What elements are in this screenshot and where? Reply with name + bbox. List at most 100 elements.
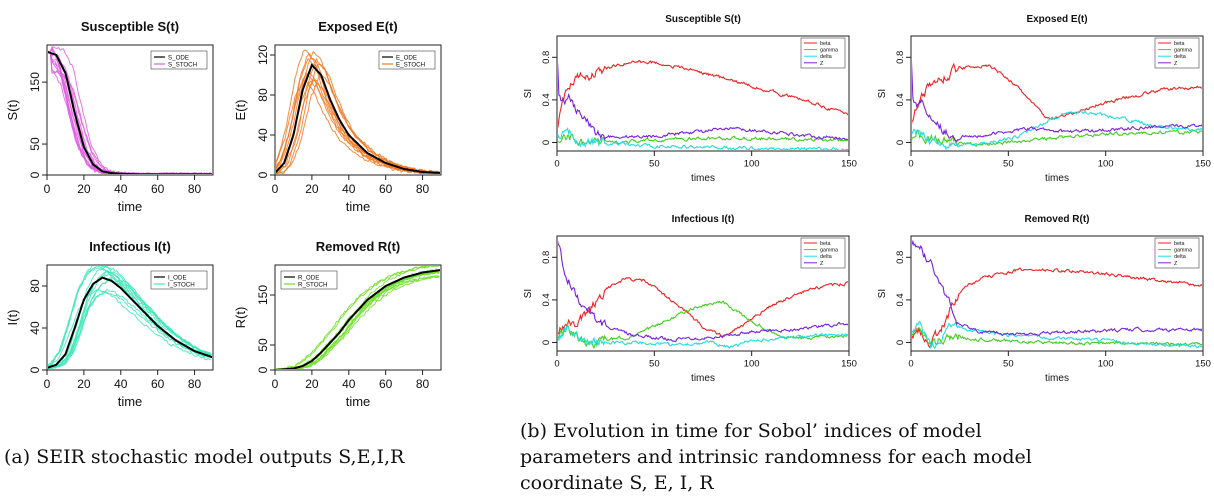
x-tick-label: 150 <box>841 159 857 170</box>
chart-a3: Infectious I(t) 0 20 40 60 80 0 40 80 time I(t) I_O… <box>5 239 214 409</box>
chart-title: Infectious I(t) <box>672 214 735 225</box>
legend-entry: Z <box>820 261 824 267</box>
legend-entry: I_ODE <box>168 274 187 281</box>
plot-area <box>48 266 212 369</box>
caption-a: (a) SEIR stochastic model outputs S,E,I,… <box>4 446 405 468</box>
y-tick-label: 120 <box>256 45 270 65</box>
sobol-line-beta <box>558 277 848 339</box>
y-tick-label: 150 <box>28 72 42 92</box>
ode-line <box>276 269 440 369</box>
stochastic-trajectory <box>276 266 440 369</box>
x-tick-label: 0 <box>44 377 51 391</box>
x-tick-label: 40 <box>114 182 128 196</box>
sobol-line-z <box>912 61 1202 143</box>
stochastic-trajectory <box>48 51 211 174</box>
legend-entry: Z <box>1174 261 1178 267</box>
stochastic-trajectory <box>276 50 440 174</box>
plot-frame <box>46 264 214 371</box>
x-tick-label: 150 <box>841 359 857 370</box>
y-axis-label: SI <box>523 89 534 98</box>
sobol-line-z <box>558 61 848 141</box>
legend-entry: delta <box>1174 254 1186 260</box>
legend-entry: beta <box>820 41 831 47</box>
x-tick-label: 0 <box>44 182 51 196</box>
x-tick-label: 100 <box>744 159 760 170</box>
sobol-line-gamma <box>912 327 1202 347</box>
stochastic-trajectory <box>276 275 440 369</box>
stochastic-trajectory <box>48 51 210 174</box>
sobol-line-z <box>558 240 848 343</box>
sobol-line-beta <box>912 62 1202 125</box>
x-axis-label: time <box>118 199 143 214</box>
x-tick-label: 80 <box>416 182 430 196</box>
x-tick-label: 20 <box>77 377 91 391</box>
legend-entry: R_ODE <box>298 274 319 281</box>
legend-entry: beta <box>1174 241 1185 247</box>
plot-area <box>558 240 848 350</box>
plot-area <box>48 46 212 174</box>
x-tick-label: 0 <box>272 182 279 196</box>
chart-title: Exposed E(t) <box>318 19 397 34</box>
y-tick-label: 0.8 <box>895 51 906 64</box>
stochastic-trajectory <box>48 51 212 174</box>
plot-area <box>276 49 440 174</box>
x-tick-label: 150 <box>1195 159 1211 170</box>
x-tick-label: 0 <box>908 159 913 170</box>
stochastic-trajectory <box>276 53 440 174</box>
y-axis-label: R(t) <box>233 307 248 329</box>
y-tick-label: 0.8 <box>541 51 552 64</box>
y-axis-label: I(t) <box>5 310 20 326</box>
legend-entry: S_STOCH <box>168 61 197 68</box>
sobol-line-gamma <box>558 300 848 350</box>
y-tick-label: 0 <box>541 140 552 145</box>
chart-a1: Susceptible S(t) 0 20 40 60 80 0 50 150 time S(t) S… <box>5 19 214 214</box>
stochastic-trajectory <box>48 51 208 174</box>
stochastic-trajectory <box>276 275 440 369</box>
x-tick-label: 20 <box>305 377 319 391</box>
legend-entry: beta <box>820 241 831 247</box>
y-tick-label: 40 <box>28 321 42 335</box>
plot-frame <box>46 44 214 176</box>
x-tick-label: 60 <box>151 377 165 391</box>
x-tick-label: 80 <box>188 377 202 391</box>
x-tick-label: 0 <box>272 377 279 391</box>
chart-title: Removed R(t) <box>1024 214 1089 225</box>
x-tick-label: 40 <box>342 377 356 391</box>
x-tick-label: 60 <box>379 377 393 391</box>
y-tick-label: 0 <box>256 171 270 178</box>
stochastic-trajectory <box>48 51 212 174</box>
y-tick-label: 0.4 <box>541 93 552 106</box>
chart-b3: Infectious I(t) 0 50 100 150 0 0.4 0.8 times SI be… <box>523 214 857 384</box>
x-tick-label: 50 <box>649 159 660 170</box>
plot-frame <box>274 44 442 176</box>
x-tick-label: 100 <box>1098 359 1114 370</box>
plot-frame <box>556 235 850 352</box>
y-tick-label: 50 <box>256 338 270 352</box>
x-tick-label: 100 <box>744 359 760 370</box>
legend-entry: beta <box>1174 41 1185 47</box>
y-tick-label: 0.4 <box>895 293 906 306</box>
legend-entry: I_STOCH <box>168 281 195 288</box>
chart-title: Susceptible S(t) <box>665 14 741 25</box>
y-tick-label: 0.8 <box>895 251 906 264</box>
legend-entry: S_ODE <box>168 54 189 61</box>
legend-entry: delta <box>1174 54 1186 60</box>
ode-line <box>276 63 440 174</box>
x-tick-label: 50 <box>649 359 660 370</box>
chart-title: Infectious I(t) <box>89 239 171 254</box>
legend-entry: R_STOCH <box>298 281 327 288</box>
x-axis-label: times <box>1045 173 1069 184</box>
x-tick-label: 60 <box>151 182 165 196</box>
sobol-line-delta <box>912 110 1202 150</box>
y-tick-label: 40 <box>256 128 270 142</box>
y-tick-label: 0 <box>895 340 906 345</box>
y-axis-label: E(t) <box>233 100 248 121</box>
legend-entry: E_STOCH <box>396 61 425 68</box>
stochastic-trajectory <box>276 57 440 174</box>
